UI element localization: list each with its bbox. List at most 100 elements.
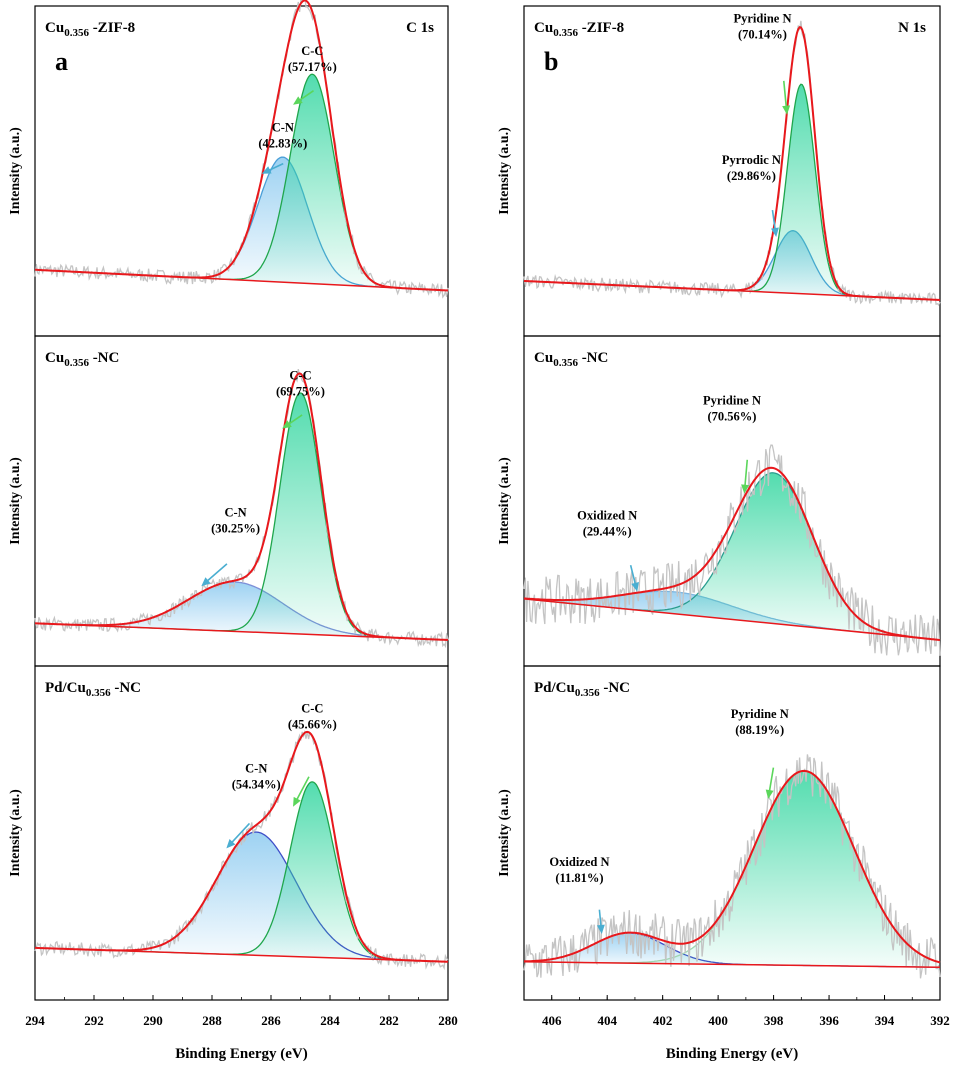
y-axis-label: Intensity (a.u.) — [8, 789, 23, 877]
envelope-line — [34, 372, 449, 641]
peak-percent-oxidized-n: (29.44%) — [583, 524, 632, 538]
peak-arrow-pyridine-n — [744, 459, 749, 488]
peak-arrowhead-pyridine-n — [782, 105, 791, 115]
peak-percent-pyridine-n: (88.19%) — [735, 723, 784, 737]
x-axis-label: Binding Energy (eV) — [666, 1046, 799, 1062]
peak-arrow-pyridine-n — [768, 767, 775, 794]
sample-label: Cu0.356 -ZIF-8 — [534, 20, 624, 39]
component-fill-pyridine-n — [524, 770, 940, 968]
peak-arrow-c-n — [205, 563, 228, 583]
peak-arrowhead-pyridine-n — [765, 789, 774, 799]
peak-label-c-n: C-N — [245, 762, 267, 776]
subplot-frame — [523, 665, 941, 1001]
peak-percent-c-n: (30.25%) — [211, 522, 260, 536]
peak-label-c-c: C-C — [301, 701, 323, 715]
x-tick-label: 284 — [320, 1013, 340, 1028]
peak-arrow-pyridine-n — [782, 80, 788, 109]
x-tick-label: 280 — [438, 1013, 458, 1028]
component-fill-c-n — [35, 582, 448, 640]
peak-label-pyridine-n: Pyridine N — [731, 707, 789, 721]
y-axis-label: Intensity (a.u.) — [497, 457, 512, 545]
sample-label: Cu0.356 -NC — [534, 350, 608, 369]
x-tick-label: 282 — [379, 1013, 399, 1028]
peak-arrowhead-c-c — [293, 796, 301, 807]
peak-label-pyridine-n: Pyridine N — [734, 12, 792, 26]
peak-label-oxidized-n: Oxidized N — [577, 508, 637, 522]
peak-percent-c-c: (45.66%) — [288, 717, 337, 731]
x-tick-label: 294 — [25, 1013, 45, 1028]
component-fill-pyridine-n — [524, 84, 940, 300]
peak-arrow-c-c — [297, 90, 314, 103]
subplot-a-3: Pd/Cu0.356 -NC C-N (54.34%) C-C (45.66%) Inte… — [8, 665, 449, 1001]
x-axis-label: Binding Energy (eV) — [175, 1046, 308, 1062]
subplot-b-1: Cu0.356 -ZIF-8 N 1s b Pyrrodic N (29.86%) Pyr… — [497, 5, 941, 337]
spectrum-label: N 1s — [898, 20, 926, 36]
subplot-a-1: Cu0.356 -ZIF-8 C 1s a C-N (42.83%) C-C (57.17%… — [8, 0, 449, 337]
peak-percent-pyridine-n: (70.14%) — [738, 28, 787, 42]
peak-arrowhead-oxidized-n — [596, 924, 605, 934]
peak-label-c-c: C-C — [289, 369, 311, 383]
sample-label: Pd/Cu0.356 -NC — [534, 680, 630, 699]
x-tick-label: 292 — [84, 1013, 104, 1028]
panel-letter: b — [544, 47, 558, 76]
peak-label-oxidized-n: Oxidized N — [549, 855, 609, 869]
panel-letter: a — [55, 47, 68, 76]
envelope-line — [35, 0, 449, 292]
peak-arrowhead-pyrrodic-n — [771, 227, 779, 238]
component-line-pyridine-n — [524, 83, 941, 301]
background-line — [523, 961, 941, 969]
peak-percent-c-c: (69.75%) — [276, 385, 325, 399]
x-tick-label: 402 — [653, 1013, 673, 1028]
panel-a: Cu0.356 -ZIF-8 C 1s a C-N (42.83%) C-C (57.17%… — [8, 0, 458, 1062]
x-tick-label: 288 — [202, 1013, 222, 1028]
component-fill-c-c — [35, 781, 448, 962]
y-axis-label: Intensity (a.u.) — [8, 127, 23, 215]
peak-percent-pyrrodic-n: (29.86%) — [727, 169, 776, 183]
raw-data-line — [34, 729, 449, 971]
peak-percent-c-c: (57.17%) — [288, 60, 337, 74]
x-tick-label: 398 — [764, 1013, 784, 1028]
x-tick-label: 286 — [261, 1013, 281, 1028]
peak-arrowhead-c-c — [282, 420, 292, 429]
sample-label: Cu0.356 -NC — [45, 350, 119, 369]
subplot-b-3: Pd/Cu0.356 -NC Oxidized N (11.81%) Pyridine… — [497, 665, 941, 1001]
component-fill-c-c — [35, 74, 448, 291]
peak-percent-c-n: (54.34%) — [232, 778, 281, 792]
peak-arrowhead-c-n — [226, 839, 236, 849]
peak-label-c-c: C-C — [301, 44, 323, 58]
peak-arrowhead-c-n — [261, 166, 272, 174]
peak-arrow-c-n — [229, 822, 251, 845]
envelope-line — [523, 466, 941, 641]
peak-arrowhead-c-c — [293, 96, 303, 105]
peak-percent-c-n: (42.83%) — [258, 136, 307, 150]
peak-arrow-pyrrodic-n — [771, 209, 777, 232]
raw-data-line — [523, 444, 941, 656]
spectrum-label: C 1s — [406, 20, 434, 36]
envelope-line — [35, 730, 449, 963]
x-tick-label: 394 — [875, 1013, 895, 1028]
x-tick-label: 290 — [143, 1013, 163, 1028]
subplot-a-2: Cu0.356 -NC C-N (30.25%) C-C (69.75%) Intensi… — [8, 335, 449, 667]
peak-arrowhead-oxidized-n — [631, 581, 639, 592]
peak-arrowhead-c-n — [201, 577, 211, 587]
peak-label-pyrrodic-n: Pyrrodic N — [722, 153, 781, 167]
peak-label-c-n: C-N — [272, 120, 294, 134]
peak-arrow-oxidized-n — [598, 909, 602, 929]
peak-percent-oxidized-n: (11.81%) — [555, 871, 603, 885]
component-fill-c-n — [35, 832, 448, 962]
sample-label: Pd/Cu0.356 -NC — [45, 680, 141, 699]
peak-arrow-c-c — [286, 414, 303, 426]
sample-label: Cu0.356 -ZIF-8 — [45, 20, 135, 39]
peak-arrow-oxidized-n — [629, 564, 637, 587]
background-line — [523, 598, 941, 641]
y-axis-label: Intensity (a.u.) — [497, 127, 512, 215]
y-axis-label: Intensity (a.u.) — [497, 789, 512, 877]
peak-arrow-c-c — [295, 776, 310, 802]
peak-percent-pyridine-n: (70.56%) — [708, 409, 757, 423]
x-tick-label: 396 — [819, 1013, 839, 1028]
peak-arrowhead-pyridine-n — [741, 484, 750, 494]
x-tick-label: 404 — [597, 1013, 617, 1028]
envelope-line — [523, 769, 941, 964]
